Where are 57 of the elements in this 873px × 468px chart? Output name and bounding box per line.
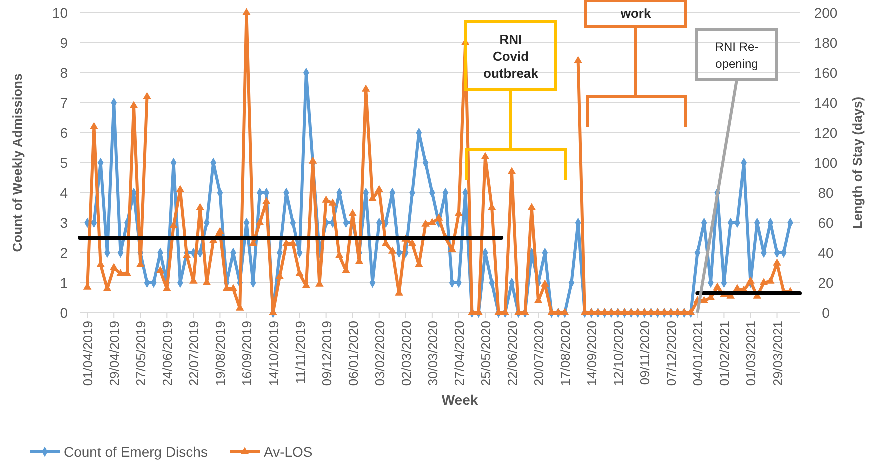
x-tick-label: 01/02/2021: [717, 321, 732, 386]
y2-tick-label: 40: [818, 245, 834, 261]
x-tick-label: 17/08/2020: [558, 321, 574, 386]
y-tick-label: 6: [60, 125, 68, 141]
y-tick-label: 8: [60, 65, 68, 81]
x-tick-label: 12/10/2020: [611, 321, 626, 386]
x-tick-label: 01/03/2021: [744, 321, 759, 386]
y2-tick-label: 180: [814, 35, 838, 51]
x-tick-label: 29/03/2021: [770, 321, 786, 386]
y2-tick-label: 140: [814, 95, 838, 111]
x-tick-label: 30/03/2020: [425, 321, 440, 386]
x-axis-title: Week: [442, 392, 478, 408]
x-tick-label: 03/02/2020: [372, 321, 388, 386]
y-axis-title: Count of Weekly Admissions: [10, 74, 25, 252]
y2-tick-label: 100: [814, 155, 838, 171]
x-tick-label: 06/01/2020: [346, 321, 361, 386]
x-tick-label: 22/07/2019: [186, 321, 202, 386]
y2-tick-label: 60: [818, 215, 834, 231]
x-tick-label: 16/09/2019: [240, 321, 255, 386]
y-tick-label: 7: [60, 95, 68, 111]
y2-tick-label: 160: [814, 65, 838, 81]
y2-axis-title: Length of Stay (days): [850, 96, 865, 230]
x-tick-label: 25/05/2020: [478, 321, 494, 386]
legend-label: Av-LOS: [264, 444, 313, 460]
y-tick-label: 9: [60, 35, 68, 51]
y-tick-label: 2: [60, 245, 68, 261]
x-tick-label: 02/03/2020: [398, 321, 414, 386]
x-tick-label: 20/07/2020: [532, 321, 547, 386]
x-tick-label: 04/01/2021: [690, 321, 706, 386]
y2-tick-label: 120: [814, 125, 838, 141]
y2-tick-label: 80: [818, 185, 834, 201]
x-tick-label: 27/05/2019: [134, 321, 149, 386]
x-tick-label: 11/11/2019: [292, 321, 308, 384]
x-tick-label: 14/09/2020: [584, 321, 600, 386]
x-tick-label: 09/12/2019: [319, 321, 334, 386]
annotation: RNI Re-opening: [715, 40, 759, 71]
y2-tick-label: 200: [814, 5, 838, 21]
x-tick-label: 19/08/2019: [213, 321, 228, 386]
y-tick-label: 10: [52, 5, 68, 21]
y-tick-label: 5: [60, 155, 68, 171]
y-tick-label: 1: [60, 275, 68, 291]
x-tick-label: 27/04/2020: [452, 321, 467, 386]
legend-label: Count of Emerg Dischs: [64, 444, 208, 460]
x-tick-label: 14/10/2019: [266, 321, 282, 386]
y-tick-label: 4: [60, 185, 68, 201]
annotation: RNI Covid outbreak: [484, 32, 540, 81]
x-tick-label: 07/12/2020: [664, 321, 680, 386]
x-tick-label: 22/06/2020: [505, 321, 520, 386]
y2-tick-label: 20: [818, 275, 834, 291]
x-tick-label: 24/06/2019: [160, 321, 176, 386]
y-tick-label: 3: [60, 215, 68, 231]
x-tick-label: 01/04/2019: [80, 321, 96, 386]
x-tick-label: 29/04/2019: [107, 321, 122, 386]
annotation: work: [620, 6, 652, 21]
y2-tick-label: 0: [822, 305, 830, 321]
x-tick-label: 09/11/2020: [638, 321, 653, 386]
y-tick-label: 0: [60, 305, 68, 321]
